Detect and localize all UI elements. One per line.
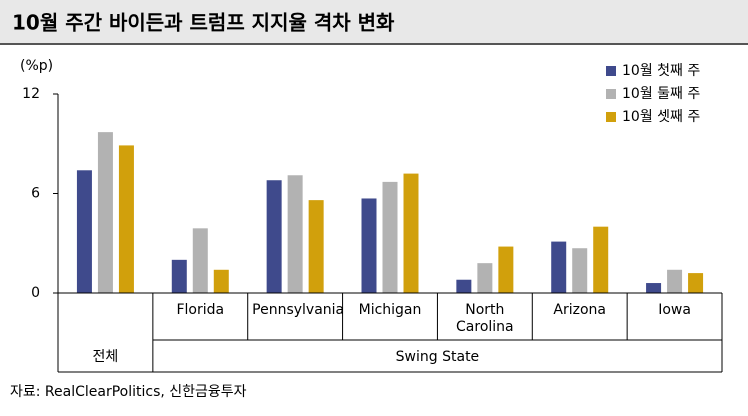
bar bbox=[97, 132, 113, 293]
y-tick-label: 6 bbox=[31, 186, 40, 202]
bar bbox=[403, 173, 419, 293]
bar bbox=[688, 273, 704, 293]
bar bbox=[118, 145, 134, 293]
x-tick-label: Iowa bbox=[658, 302, 691, 318]
bar bbox=[76, 170, 92, 293]
unit-label: (%p) bbox=[20, 58, 53, 74]
legend-swatch bbox=[606, 112, 616, 122]
bar bbox=[213, 269, 229, 293]
bar bbox=[646, 283, 662, 293]
x-tick-label: North Carolina bbox=[456, 302, 514, 335]
bar bbox=[287, 175, 303, 293]
legend-label: 10월 셋째 주 bbox=[622, 109, 700, 125]
legend-swatch bbox=[606, 66, 616, 76]
bar bbox=[667, 269, 683, 293]
bar bbox=[382, 181, 398, 293]
group-label: 전체 bbox=[93, 349, 119, 365]
legend-swatch bbox=[606, 89, 616, 99]
bar bbox=[477, 263, 493, 293]
bar bbox=[171, 259, 187, 293]
x-tick-label: Michigan bbox=[358, 302, 422, 318]
bar bbox=[266, 180, 282, 293]
x-tick-label: Arizona bbox=[553, 302, 606, 318]
bar bbox=[593, 226, 609, 293]
x-tick-label: Florida bbox=[176, 302, 225, 318]
y-tick-label: 0 bbox=[31, 285, 40, 301]
bar bbox=[572, 248, 588, 293]
y-tick-label: 12 bbox=[22, 86, 40, 102]
bar bbox=[308, 200, 324, 293]
chart-title: 10월 주간 바이든과 트럼프 지지율 격차 변화 bbox=[12, 11, 395, 35]
legend-label: 10월 둘째 주 bbox=[622, 86, 700, 102]
source: 자료: RealClearPolitics, 신한금융투자 bbox=[10, 384, 247, 400]
bar bbox=[192, 228, 208, 293]
title-bar bbox=[0, 0, 748, 44]
bar bbox=[361, 198, 377, 293]
x-tick-label: Pennsylvania bbox=[252, 302, 345, 318]
bar bbox=[456, 279, 472, 293]
legend-label: 10월 첫째 주 bbox=[622, 63, 700, 79]
group-label: Swing State bbox=[396, 349, 480, 365]
bar bbox=[498, 246, 514, 293]
bar bbox=[551, 241, 567, 293]
